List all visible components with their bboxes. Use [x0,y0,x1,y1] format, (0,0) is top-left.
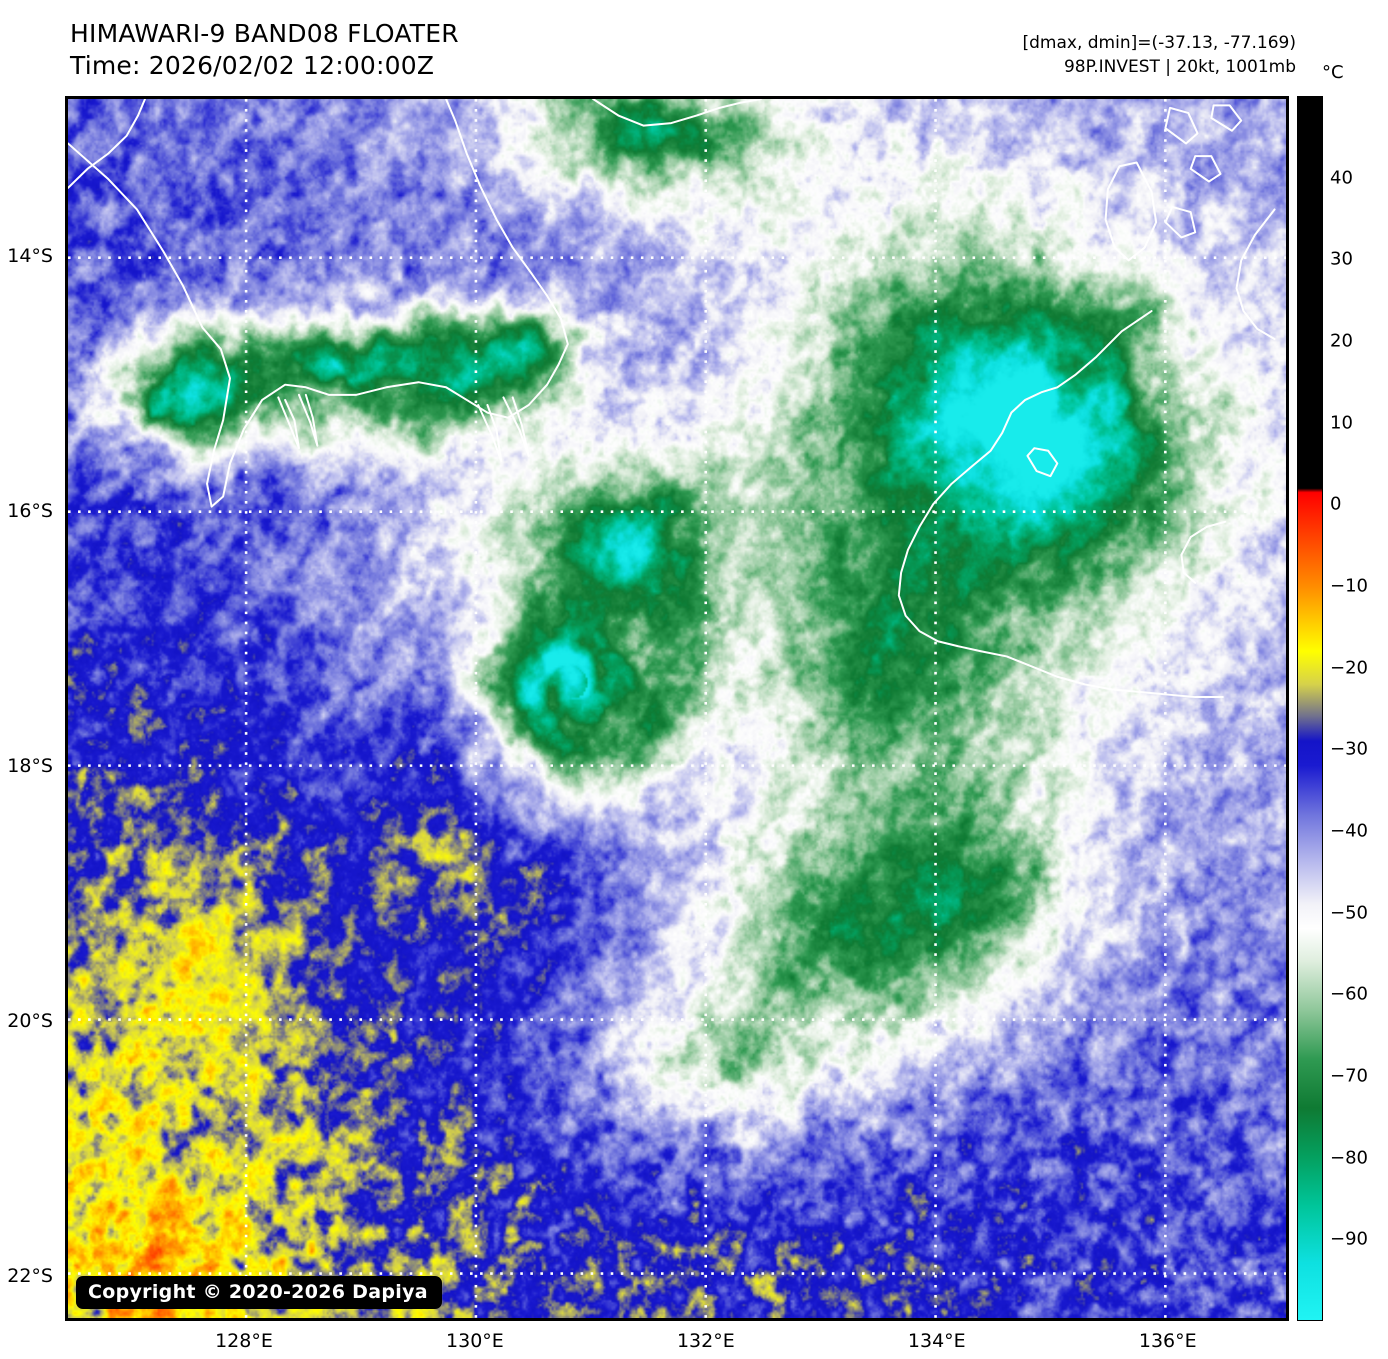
colorbar-tick-1: 30 [1330,248,1353,270]
x-axis-tick-4: 136°E [1138,1330,1197,1352]
coastline-gulf-spur [1180,520,1227,584]
colorbar-tick-13: −90 [1330,1228,1368,1250]
coastline-aru-s1 [1164,205,1197,239]
colorbar-unit-label: °C [1322,62,1344,83]
coastline-timor-inner-a [277,396,300,450]
colorbar-tick-12: −80 [1330,1147,1368,1169]
coastline-north-shelf [592,99,762,127]
image-canvas-wrap [68,99,1286,1318]
copyright-watermark: Copyright © 2020-2026 Dapiya [76,1276,442,1309]
coastline-timor-north [68,99,569,508]
colorbar-tick-5: −10 [1330,575,1368,597]
colorbar-tick-6: −20 [1330,657,1368,679]
x-axis-tick-3: 134°E [907,1330,966,1352]
x-axis-tick-1: 130°E [446,1330,504,1352]
colorbar-tick-9: −50 [1330,902,1368,924]
colorbar-tick-4: 0 [1330,493,1342,515]
coastline-aru-n3 [1189,155,1222,183]
coastline-aru-n1 [1164,106,1199,145]
y-axis-tick-2: 18°S [7,754,53,777]
y-axis-tick-1: 16°S [7,499,53,522]
dmax-dmin-label: [dmax, dmin]=(-37.13, -77.169) [1022,33,1297,53]
colorbar-tick-2: 20 [1330,330,1353,352]
x-axis-tick-2: 132°E [676,1330,735,1352]
coastline-timor-inner-d [502,396,530,457]
coastline-nw-australia-coast [897,310,1224,699]
coastline-timor-inner-c [477,403,503,462]
satellite-image-plot[interactable]: Copyright © 2020-2026 Dapiya [65,96,1289,1321]
timestamp-line: Time: 2026/02/02 12:00:00Z [70,51,435,80]
x-axis-tick-0: 128°E [215,1330,273,1352]
y-axis-tick-3: 20°S [7,1010,53,1033]
colorbar-gradient [1298,97,1322,1320]
colorbar-tick-10: −60 [1330,983,1368,1005]
storm-info-label: 98P.INVEST | 20kt, 1001mb [1063,57,1296,77]
temperature-colorbar [1297,96,1323,1321]
y-axis-tick-0: 14°S [7,244,53,267]
colorbar-tick-8: −40 [1330,820,1368,842]
metadata-block: [dmax, dmin]=(-37.13, -77.169) 98P.INVES… [1023,31,1297,79]
brightness-temperature-raster [68,99,1286,1318]
colorbar-tick-3: 10 [1330,412,1353,434]
coastline-nw-corner [68,99,147,189]
coastline-coast-inlet [1026,447,1059,478]
colorbar-tick-7: −30 [1330,738,1368,760]
y-axis-tick-4: 22°S [7,1265,53,1288]
colorbar-tick-0: 40 [1330,167,1353,189]
coastline-aru-n2 [1210,104,1243,132]
coastline-timor-inner-b [297,393,319,447]
title-block: HIMAWARI-9 BAND08 FLOATER Time: 2026/02/… [70,18,459,82]
colorbar-tick-11: −70 [1330,1065,1368,1087]
coastline-aru-main [1104,161,1158,262]
overlay-vectors [68,99,1286,1318]
coastline-papua-coast [1235,208,1276,341]
page-title: HIMAWARI-9 BAND08 FLOATER [70,19,459,48]
